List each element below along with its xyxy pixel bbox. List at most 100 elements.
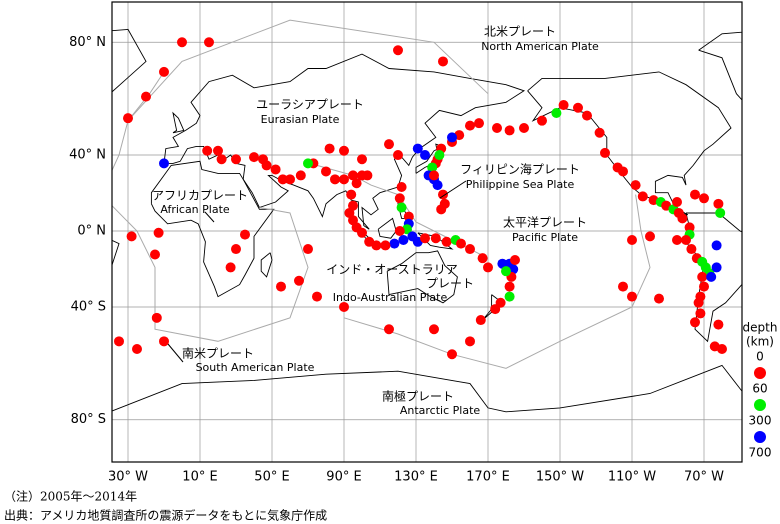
earthquake-point: [249, 152, 259, 163]
earthquake-point: [403, 211, 414, 222]
earthquake-point: [434, 150, 445, 161]
coastline: [698, 31, 742, 101]
earthquake-point: [465, 336, 475, 347]
earthquake-point: [429, 324, 439, 335]
earthquake-point: [276, 281, 286, 292]
lat-tick-label: 80° S: [71, 412, 106, 427]
earthquake-point: [504, 125, 515, 136]
earthquake-point: [697, 271, 708, 282]
earthquake-point: [240, 229, 250, 240]
earthquake-point: [477, 253, 488, 264]
earthquake-point: [303, 158, 313, 169]
coastline: [377, 217, 397, 239]
plate-name-en: South American Plate: [196, 361, 315, 374]
plate-boundary: [127, 19, 489, 122]
legend-level: 700: [749, 446, 772, 460]
earthquake-point: [412, 143, 423, 154]
earthquake-point: [384, 324, 394, 335]
plate-name-ja: 太平洋プレート: [503, 215, 587, 230]
earthquake-point: [551, 108, 562, 119]
note: （注）2005年～2014年: [4, 489, 137, 504]
leader-line: [204, 211, 215, 223]
earthquake-point: [151, 312, 162, 323]
earthquake-point: [713, 319, 724, 330]
earthquake-point: [114, 336, 124, 347]
earthquake-point: [348, 200, 358, 211]
leader-line: [167, 343, 184, 363]
plate-boundary: [343, 194, 651, 369]
earthquake-point: [362, 170, 373, 181]
earthquake-point: [339, 145, 349, 156]
earthquake-point: [364, 236, 375, 247]
earthquake-point: [465, 244, 475, 255]
earthquake-point: [258, 154, 268, 165]
earthquake-point: [126, 231, 137, 242]
earthquake-point: [398, 234, 409, 245]
plate-boundary: [749, 72, 780, 341]
earthquake-point: [438, 56, 448, 67]
earthquake-point: [177, 37, 187, 48]
earthquake-point: [339, 174, 349, 185]
plate-name-ja: プレート: [426, 277, 474, 291]
earthquake-point: [519, 123, 529, 134]
lat-tick-label: 0° N: [77, 224, 106, 239]
earthquake-point: [216, 154, 227, 165]
earthquake-point: [582, 110, 592, 121]
plate-name-en: Antarctic Plate: [400, 404, 481, 417]
legend-title: depth: [743, 321, 778, 335]
earthquake-point: [285, 174, 295, 185]
plate-name-ja: 南米プレート: [182, 346, 254, 361]
earthquake-point: [436, 204, 447, 215]
earthquake-point: [339, 301, 349, 312]
legend-level: 0: [756, 350, 764, 364]
earthquake-point: [394, 193, 405, 204]
legend-title: (km): [746, 335, 774, 349]
coastline: [260, 252, 273, 278]
earthquake-point: [594, 127, 605, 138]
earthquake-point: [420, 150, 430, 161]
map-layers: [0, 2, 780, 462]
earthquake-point: [312, 291, 322, 302]
coastline: [172, 111, 185, 134]
plate-name-en: North American Plate: [481, 40, 599, 53]
earthquake-point: [504, 291, 515, 302]
lon-tick-label: 90° E: [326, 470, 361, 485]
earthquake-point: [690, 189, 700, 200]
earthquake-point: [295, 170, 306, 181]
earthquake-point: [430, 233, 441, 244]
earthquake-point: [465, 120, 475, 131]
earthquake-point: [321, 166, 331, 177]
earthquake-point: [150, 249, 160, 260]
lat-tick-label: 40° S: [71, 299, 106, 314]
source: 出典：アメリカ地質調査所の震源データをもとに気象庁作成: [4, 508, 327, 523]
coastline: [386, 250, 458, 304]
earthquake-point: [672, 234, 682, 245]
earthquake-point: [490, 304, 501, 315]
legend-level: 300: [749, 414, 772, 428]
earthquake-point: [159, 158, 169, 169]
plate-boundary: [0, 195, 2, 369]
earthquake-point: [684, 222, 695, 233]
earthquake-point: [384, 139, 394, 150]
plate-name-en: Philippine Sea Plate: [466, 178, 575, 191]
earthquake-point: [537, 115, 547, 126]
earthquake-point: [346, 189, 357, 200]
coastline: [505, 364, 742, 413]
earthquake-point: [231, 244, 241, 255]
earthquake-point: [123, 113, 133, 124]
earthquake-point: [447, 349, 457, 360]
earthquake-point: [501, 266, 511, 277]
plate-boundary: [776, 20, 780, 121]
earthquake-point: [420, 233, 430, 244]
earthquake-point: [672, 196, 682, 207]
plate-name-en: Indo-Australian Plate: [333, 291, 448, 304]
coastline: [163, 53, 526, 230]
earthquake-point: [558, 100, 569, 111]
earthquake-point: [447, 132, 457, 143]
earthquake-point: [706, 271, 717, 282]
earthquake-point: [711, 262, 722, 273]
earthquake-point: [380, 240, 391, 251]
earthquake-point: [202, 145, 213, 156]
earthquake-point: [393, 45, 403, 56]
